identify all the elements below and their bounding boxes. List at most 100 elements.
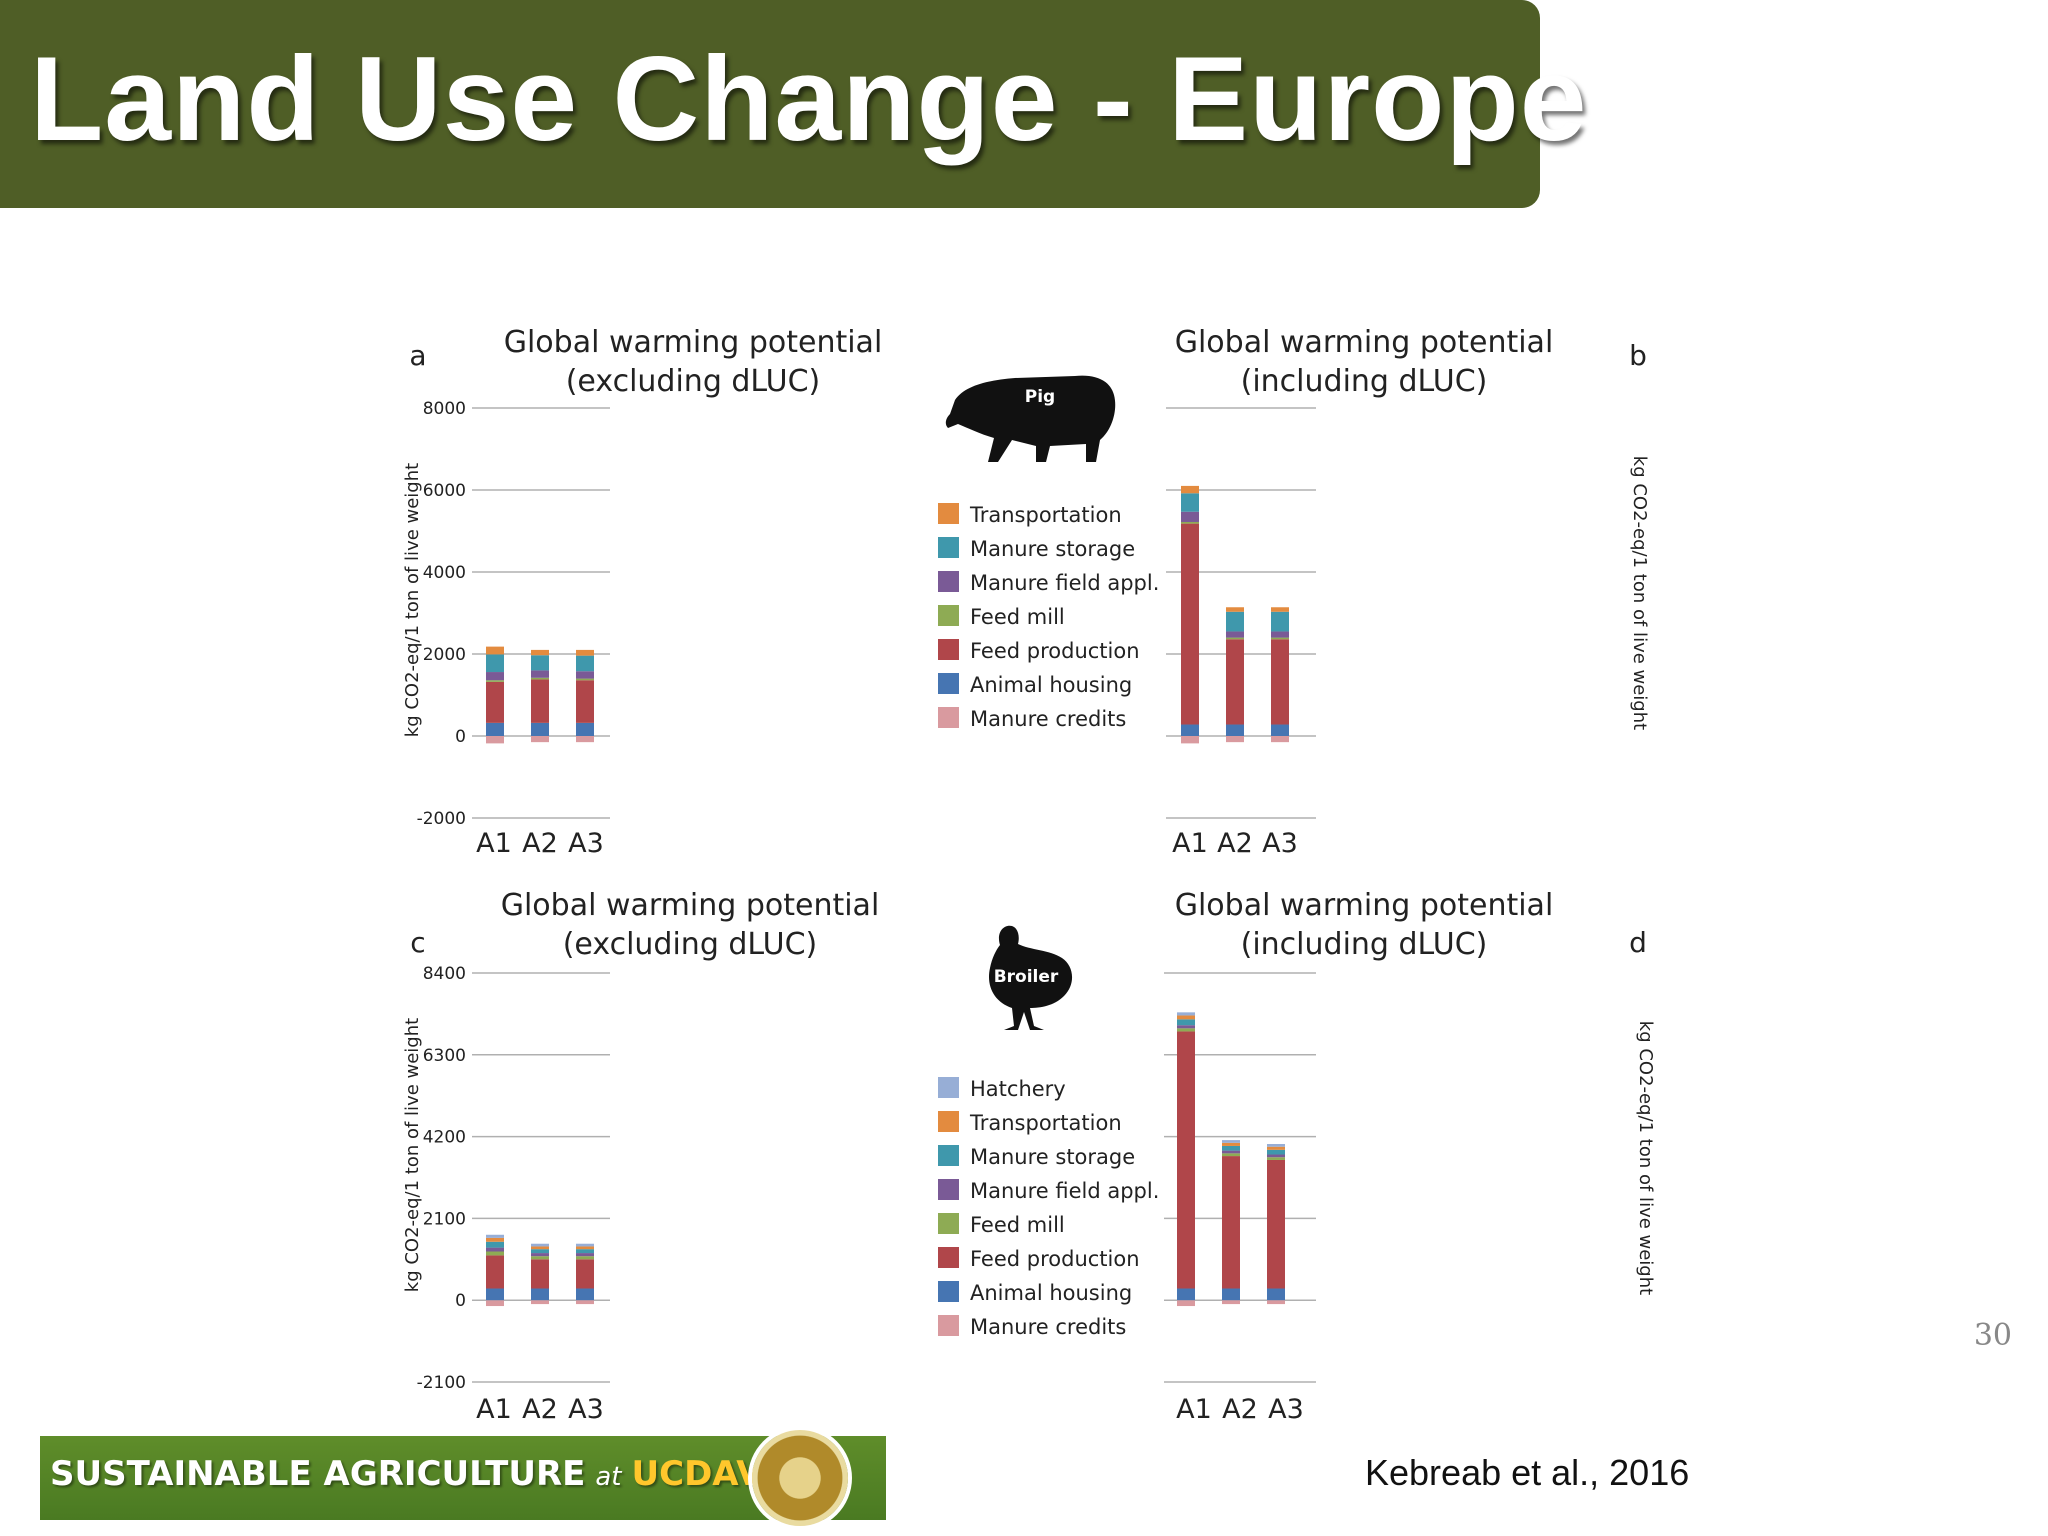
bar-segment [1177,1031,1195,1289]
y-tick-label: 2000 [423,645,466,665]
bar-segment [1177,1019,1195,1026]
slide-number: 30 [1973,1318,2012,1353]
x-tick-label: A3 [1262,828,1298,859]
bar-segment [531,670,549,678]
bar-segment [1222,1145,1240,1151]
bar-segment [1226,736,1244,743]
bar-segment [486,1255,504,1289]
bar-segment [486,722,504,736]
bar-segment [531,722,549,736]
bar-segment [486,1288,504,1301]
bar-segment [1271,637,1289,640]
bar-segment [1267,1159,1285,1289]
x-tick-label: A2 [1222,1394,1258,1425]
panel-letter: d [1629,926,1647,959]
footer-banner: SUSTAINABLE AGRICULTURE at UCDAVIS [40,1436,886,1520]
bar-segment [576,655,594,672]
bar-segment [1181,511,1199,522]
footer-label: SUSTAINABLE AGRICULTURE [50,1454,586,1494]
legend-swatch [938,1077,959,1098]
bar-segment [576,678,594,681]
legend-swatch [938,639,959,660]
bar-segment [576,736,594,743]
bar-segment [1267,1300,1285,1305]
bar-segment [531,1300,549,1305]
bar-segment [1222,1140,1240,1143]
bar-segment [486,646,504,655]
pig-body [945,375,1116,462]
bar-segment [1271,639,1289,725]
y-tick-label: -2100 [417,1373,466,1393]
legend-pig: Transportation Manure storage Manure field… [938,503,1159,731]
bar-segment [576,722,594,736]
bar-segment [576,1246,594,1250]
legend-label: Hatchery [970,1077,1066,1101]
bar-segment [531,1259,549,1289]
title-banner: Land Use Change - Europe [0,0,1587,208]
bar-segment [1181,736,1199,744]
bar-segment [1181,521,1199,524]
legend-label: Animal housing [970,1281,1132,1305]
panel-letter: b [1629,339,1647,372]
bar-segment [1177,1025,1195,1029]
bar-segment [1181,724,1199,736]
bar-segment [486,1247,504,1252]
x-tick-label: A1 [1172,828,1208,859]
legend-swatch [938,707,959,728]
chart-panel-a: -2000 0 2000 4000 6000 8000 a Global warming po… [402,325,882,859]
bar-segment [486,654,504,673]
pig-icon: Pig [945,375,1116,462]
legend-label: Manure storage [970,537,1135,561]
legend-swatch [938,673,959,694]
bar-segment [576,671,594,679]
bar-segment [576,1256,594,1260]
bar-segment [531,1249,549,1254]
legend-label: Feed mill [970,605,1065,629]
chart-title-line2: (including dLUC) [1241,364,1488,399]
legend-label: Manure storage [970,1145,1135,1169]
legend-label: Feed mill [970,1213,1065,1237]
chart-title-line2: (including dLUC) [1241,927,1488,962]
legend-swatch [938,503,959,524]
y-tick-label: 8400 [423,964,466,984]
bar-segment [1222,1153,1240,1157]
bar-segment [1177,1012,1195,1016]
bar-segment [531,679,549,723]
bar-segment [1222,1150,1240,1154]
bar-segment [1271,736,1289,743]
chart-title: Global warming potential (including dLUC) [1175,888,1554,962]
bar-segment [1271,724,1289,736]
bar-segment [1181,485,1199,494]
legend-swatch [938,605,959,626]
legend-swatch [938,1145,959,1166]
chart-title: Global warming potential (excluding dLUC) [504,325,883,399]
bar-segment [531,649,549,656]
bar-segment [486,681,504,723]
y-axis-label: kg CO2-eq/1 ton of live weight [1635,1021,1656,1295]
bar-segment [1271,607,1289,612]
bar-segment [1267,1144,1285,1147]
panel-letter: a [409,339,426,372]
legend-label: Transportation [969,503,1122,527]
chart-panel-d: d Global warming potential (including dLUC… [1164,888,1656,1425]
legend-label: Manure credits [970,707,1126,731]
y-axis-label: kg CO2-eq/1 ton of live weight [402,1018,423,1292]
bar-segment [486,1237,504,1242]
bar-segment [1226,724,1244,736]
bar-segment [486,1251,504,1256]
y-tick-label: 0 [455,1291,466,1311]
bar-segment [1267,1149,1285,1155]
broiler-body [988,925,1073,1030]
chart-title-line1: Global warming potential [504,325,883,360]
bar-segment [576,680,594,723]
y-tick-label: 4200 [423,1128,466,1148]
bar-segment [1222,1288,1240,1301]
bar-segment [1226,631,1244,638]
bar-segment [486,1234,504,1238]
bar-segment [1271,631,1289,638]
x-tick-label: A1 [476,828,512,859]
pig-label: Pig [1025,387,1055,407]
bar-segment [531,1253,549,1257]
page-title: Land Use Change - Europe [30,32,1588,166]
